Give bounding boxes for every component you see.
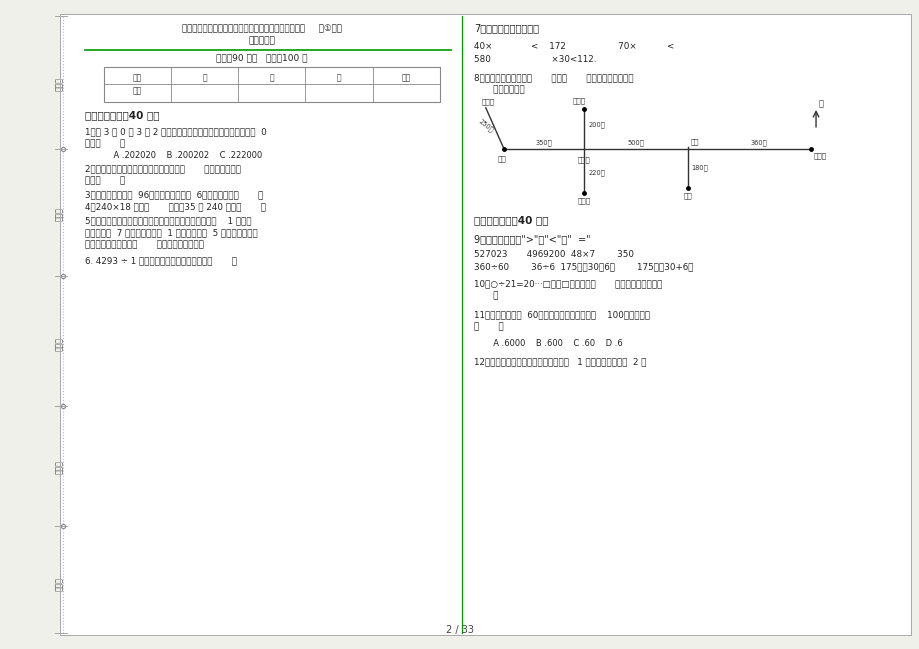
Text: 2．在同一个平面内不相交的两条直线叫做       ，也可以说这两: 2．在同一个平面内不相交的两条直线叫做 ，也可以说这两 xyxy=(85,164,241,173)
Text: 1．用 3 个 0 和 3 个 2 组成六位数，读这个六位数时只要读一个  0: 1．用 3 个 0 和 3 个 2 组成六位数，读这个六位数时只要读一个 0 xyxy=(85,127,267,136)
Text: 二: 二 xyxy=(269,73,274,82)
Text: 安排以上事情，最少要       分钟才能尽快休息。: 安排以上事情，最少要 分钟才能尽快休息。 xyxy=(85,241,203,250)
Text: 180米: 180米 xyxy=(690,164,707,171)
Text: 考号：: 考号： xyxy=(55,77,64,92)
Text: 李文家: 李文家 xyxy=(481,98,494,104)
Text: 学校：: 学校： xyxy=(55,577,64,591)
Text: 5．小明感冒了，吃完药后要赶快休息。他找杯子倒开水    1 分钟，: 5．小明感冒了，吃完药后要赶快休息。他找杯子倒开水 1 分钟， xyxy=(85,216,251,225)
Text: 的是（       ）: 的是（ ） xyxy=(85,140,125,149)
Text: 3．两个因数的积是  96，其中一个因数是  6，另一个因数是       。: 3．两个因数的积是 96，其中一个因数是 6，另一个因数是 。 xyxy=(85,190,263,199)
Text: 7．横线上最大能填几？: 7．横线上最大能填几？ xyxy=(473,23,539,34)
Text: 题号: 题号 xyxy=(132,73,142,82)
Text: 360÷60        36÷6  175－（30－6）        175－（30+6）: 360÷60 36÷6 175－（30－6） 175－（30+6） xyxy=(473,262,693,271)
Text: 580                      ×30<112.: 580 ×30<112. xyxy=(473,55,596,64)
Text: 8．看下图，李文从家向       方向走       米到超市，再向东走: 8．看下图，李文从家向 方向走 米到超市，再向东走 xyxy=(473,73,633,82)
Text: 得分: 得分 xyxy=(132,86,142,95)
Text: 9．在横线里填上">"、"<"或"  =": 9．在横线里填上">"、"<"或" =" xyxy=(473,234,590,244)
Text: 6. 4293 ÷ 1 口，要使商是二位数，口可以填       。: 6. 4293 ÷ 1 口，要使商是二位数，口可以填 。 xyxy=(85,256,236,265)
Text: 。: 。 xyxy=(473,291,498,300)
Text: A .6000    B .600    C .60    D .6: A .6000 B .600 C .60 D .6 xyxy=(487,339,621,349)
Text: 等开水变温  7 分钟，找感冒药  1 分钟，量体温  5 分钟。小明合理: 等开水变温 7 分钟，找感冒药 1 分钟，量体温 5 分钟。小明合理 xyxy=(85,228,257,238)
Text: 三: 三 xyxy=(336,73,341,82)
Text: 250米: 250米 xyxy=(477,117,494,133)
Text: 220米: 220米 xyxy=(588,169,605,176)
Text: 527023       4969200  48×7        350: 527023 4969200 48×7 350 xyxy=(473,250,633,259)
Text: （       ）: （ ） xyxy=(473,323,503,332)
Text: 10．○÷21=20···□，在□里最大能填       ，这时被除数最大是: 10．○÷21=20···□，在□里最大能填 ，这时被除数最大是 xyxy=(473,279,662,288)
Text: 一、基础练习（40 分）: 一、基础练习（40 分） xyxy=(85,110,159,121)
Text: 文化宫: 文化宫 xyxy=(577,156,590,163)
Text: 商店: 商店 xyxy=(690,138,698,145)
Text: 条直线       。: 条直线 。 xyxy=(85,177,125,186)
Text: 部编版专题四年级上学期小学数学期末真题模拟试卷卷     （①）知: 部编版专题四年级上学期小学数学期末真题模拟试卷卷 （①）知 xyxy=(182,24,342,33)
Text: 米到明明家。: 米到明明家。 xyxy=(473,86,524,95)
Text: 500米: 500米 xyxy=(627,140,644,146)
Text: 360米: 360米 xyxy=(750,140,766,146)
Text: 350米: 350米 xyxy=(535,140,552,146)
Text: 二、综合练习（40 分）: 二、综合练习（40 分） xyxy=(473,215,548,226)
Text: 明明家: 明明家 xyxy=(812,153,825,159)
Text: 时间：90 分钟   满分：100 分: 时间：90 分钟 满分：100 分 xyxy=(216,53,308,62)
Text: 12．一个杯子杯口朝上放在桌上，翻动   1 次杯口朝下，翻动  2 次: 12．一个杯子杯口朝上放在桌上，翻动 1 次杯口朝下，翻动 2 次 xyxy=(473,357,646,366)
Text: 超市: 超市 xyxy=(497,156,506,162)
Text: 4．240×18 的积是       位数，35 个 240 的和是       。: 4．240×18 的积是 位数，35 个 240 的和是 。 xyxy=(85,202,266,212)
Text: 40×              <    172                   70×           <: 40× < 172 70× < xyxy=(473,42,674,51)
Text: 考场：: 考场： xyxy=(55,207,64,221)
Text: 小强家: 小强家 xyxy=(573,97,585,104)
Text: 北: 北 xyxy=(817,99,823,108)
Text: 图书馆: 图书馆 xyxy=(577,198,590,204)
Bar xyxy=(104,67,439,102)
Text: 2 / 33: 2 / 33 xyxy=(446,624,473,635)
Text: 总分: 总分 xyxy=(401,73,411,82)
Text: A .202020    B .200202    C .222000: A .202020 B .200202 C .222000 xyxy=(103,151,262,160)
Text: 班级：: 班级： xyxy=(55,460,64,474)
Text: 学校: 学校 xyxy=(683,193,692,199)
Text: 200米: 200米 xyxy=(588,121,605,128)
Text: 一: 一 xyxy=(202,73,207,82)
Text: 11．两数相除商为  60，如果被除数和除数都乘    100，那么商是: 11．两数相除商为 60，如果被除数和除数都乘 100，那么商是 xyxy=(473,310,649,319)
Text: 识练习试卷: 识练习试卷 xyxy=(248,36,276,45)
Text: 姓名：: 姓名： xyxy=(55,337,64,351)
